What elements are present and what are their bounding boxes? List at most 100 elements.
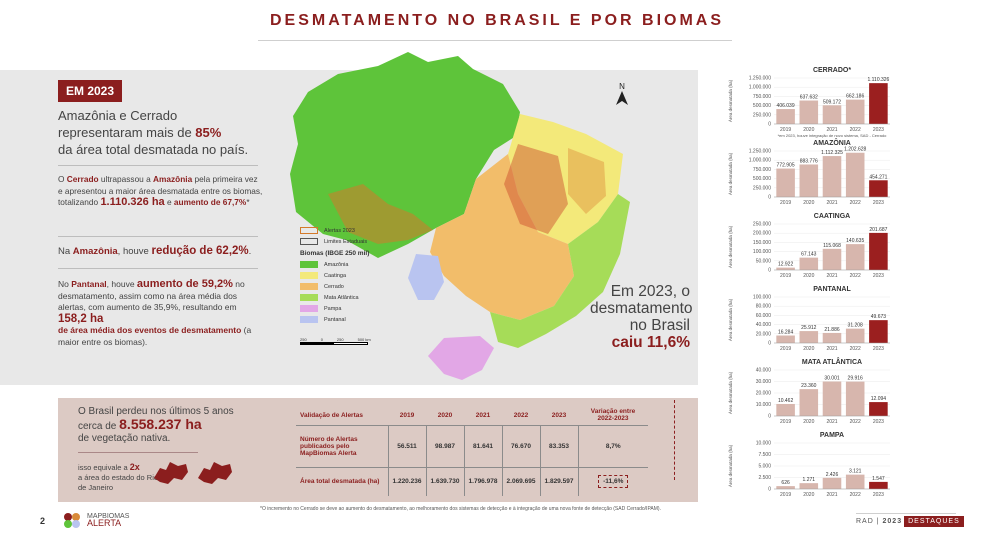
legend-label: Pampa: [324, 305, 342, 312]
lead-line-3: da área total desmatada no país.: [58, 142, 249, 157]
x-tick-label: 2023: [873, 419, 884, 425]
legend-item: Mata Atlântica: [300, 292, 371, 303]
bar: [799, 164, 819, 197]
lead-text: Amazônia e Cerrado representaram mais de…: [58, 107, 278, 158]
scale-bar: [300, 342, 368, 345]
bar: [776, 335, 795, 343]
mapbiomas-logo-icon: [64, 513, 80, 528]
biome-bar-charts: CERRADO* 0 250.000 500.000 750.000 1.000.000 1…: [727, 67, 890, 498]
data-label: 1.112.325: [821, 150, 843, 156]
bar: [799, 483, 819, 489]
bar: [822, 105, 842, 124]
text: , houve: [106, 279, 137, 289]
y-tick-label: 2.500: [758, 475, 771, 481]
y-tick-label: 7.500: [758, 452, 771, 458]
logo-text: MAPBIOMAS ALERTA: [87, 513, 129, 528]
y-tick-label: 0: [768, 195, 771, 201]
y-tick-label: 0: [768, 341, 771, 347]
bar: [845, 152, 865, 197]
callout-line: no Brasil: [629, 317, 690, 334]
data-label: 3.121: [849, 469, 862, 475]
y-tick-label: 1.250.000: [749, 76, 771, 82]
legend-swatch: [300, 294, 318, 301]
legend-item: Pantanal: [300, 314, 371, 325]
divider: [58, 236, 258, 237]
table-cell: 2.069.695: [501, 467, 540, 496]
bar: [822, 477, 842, 489]
x-tick-label: 2019: [780, 346, 791, 352]
bar: [869, 402, 888, 416]
x-tick-label: 2023: [873, 127, 884, 133]
text: isso equivale a: [78, 463, 130, 472]
x-tick-label: 2021: [826, 346, 837, 352]
cerrado-alerts: [504, 144, 568, 234]
brazil-biomes-map: [290, 52, 630, 380]
callout-line: Em 2023, o: [610, 283, 690, 300]
callout-connector: [674, 400, 675, 480]
headline-callout: Em 2023, o desmatamento no Brasil caiu 1…: [590, 283, 693, 351]
table-header-row: Validação de Alertas 2019 2020 2021 2022…: [296, 405, 648, 426]
x-tick-label: 2020: [803, 419, 814, 425]
x-tick-label: 2022: [850, 273, 861, 279]
chart-title: AMAZÔNIA: [813, 138, 851, 147]
chart-note: *em 2023, houve integração de novo siste…: [778, 133, 888, 138]
x-tick-label: 2019: [780, 492, 791, 498]
y-tick-label: 750.000: [753, 94, 771, 100]
legend-swatch: [300, 238, 318, 245]
table-row: Número de Alertas publicados pelo MapBio…: [296, 425, 648, 468]
footnote: *O incremento no Cerrado se deve ao aume…: [260, 506, 661, 512]
data-label: 31.208: [848, 323, 864, 329]
bar: [869, 481, 888, 489]
y-axis-label: Área desmatada (ha): [727, 79, 733, 122]
y-tick-label: 50.000: [756, 258, 772, 264]
table-cell: 1.639.730: [425, 467, 464, 496]
bar: [869, 180, 888, 197]
y-tick-label: 1.250.000: [749, 149, 771, 155]
data-label: 201.687: [869, 227, 887, 233]
x-tick-label: 2021: [826, 419, 837, 425]
north-arrow-icon: [616, 91, 628, 105]
legend-header: Biomas (IBGE 250 mil): [300, 250, 370, 257]
pantanal-region: [408, 254, 444, 300]
amazonia-reduction: redução de 62,2%: [151, 245, 249, 257]
data-label: 49.673: [871, 314, 887, 320]
y-tick-label: 0: [768, 414, 771, 420]
bar: [776, 486, 795, 489]
x-tick-label: 2021: [826, 273, 837, 279]
loss-line: cerca de: [78, 421, 120, 432]
data-label: 16.284: [778, 330, 794, 336]
data-label: 12.094: [871, 396, 887, 402]
y-tick-label: 750.000: [753, 167, 771, 173]
y-tick-label: 500.000: [753, 103, 771, 109]
y-tick-label: 250.000: [753, 222, 771, 228]
bar: [776, 109, 795, 124]
x-tick-label: 2020: [803, 127, 814, 133]
bar: [799, 100, 819, 124]
x-tick-label: 2023: [873, 273, 884, 279]
legend-swatch: [300, 316, 318, 323]
data-label: 21.886: [824, 327, 840, 333]
bar: [845, 381, 865, 416]
data-label: 883.776: [800, 158, 818, 164]
data-label: 454.271: [869, 174, 887, 180]
x-tick-label: 2019: [780, 419, 791, 425]
footer-separator: |: [876, 518, 880, 525]
divider: [58, 165, 258, 166]
callout-highlight: caiu 11,6%: [611, 334, 690, 351]
text: no desmatamento, assim como na área médi…: [58, 279, 245, 312]
pampa-region: [428, 336, 494, 380]
y-tick-label: 60.000: [756, 313, 772, 319]
x-tick-label: 2022: [850, 346, 861, 352]
y-tick-label: 10.000: [756, 402, 772, 408]
x-tick-label: 2022: [850, 419, 861, 425]
footer-divider: [856, 513, 956, 514]
chart-title: MATA ATLÂNTICA: [802, 357, 862, 366]
text: ultrapassou a: [98, 174, 154, 184]
text: .: [248, 246, 252, 257]
y-tick-label: 40.000: [756, 322, 772, 328]
y-axis-label: Área desmatada (ha): [727, 371, 733, 414]
x-tick-label: 2019: [780, 127, 791, 133]
text: (a maior entre os biomas).: [58, 325, 252, 347]
legend-alerts: Alertas 2023: [300, 225, 371, 236]
bar: [869, 320, 888, 343]
